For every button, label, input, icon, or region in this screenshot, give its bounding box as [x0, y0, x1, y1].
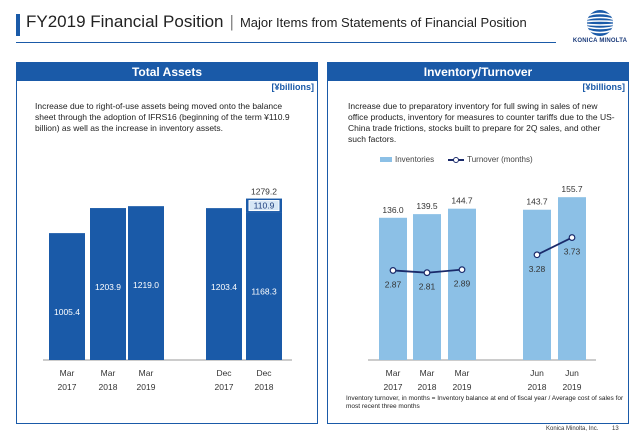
- bar-value-label: 1203.4: [211, 282, 237, 292]
- x-tick-year-label: 2019: [137, 382, 156, 392]
- x-tick-label: Mar: [60, 368, 75, 378]
- legend-turnover: Turnover (months): [467, 155, 533, 164]
- inventory-value-label: 144.7: [451, 196, 473, 206]
- footer-company: Konica Minolta, Inc.: [546, 426, 599, 432]
- x-tick-year-label: 2018: [528, 382, 547, 392]
- turnover-point: [389, 267, 397, 274]
- inventory-bar: [558, 197, 586, 360]
- inventory-title: Inventory/Turnover: [328, 63, 628, 81]
- konica-minolta-logo-icon: [587, 10, 613, 36]
- legend-line-swatch: [448, 156, 465, 163]
- turnover-value-label: 2.87: [385, 279, 402, 289]
- x-tick-year-label: 2017: [384, 382, 403, 392]
- turnover-value-label: 2.89: [454, 279, 471, 289]
- x-tick-year-label: 2019: [453, 382, 472, 392]
- total-assets-bar: [90, 208, 126, 360]
- x-tick-label: Dec: [216, 368, 232, 378]
- page-title: FY2019 Financial Position | Major Items fr…: [26, 12, 527, 32]
- total-assets-title: Total Assets: [17, 63, 317, 81]
- legend-bar-swatch: [380, 157, 392, 163]
- inventory-unit: [¥billions]: [582, 82, 626, 92]
- inventory-bar: [413, 214, 441, 360]
- inventory-bar: [448, 208, 476, 360]
- x-tick-year-label: 2018: [418, 382, 437, 392]
- total-assets-panel: Total Assets [¥billions] Increase due to…: [16, 62, 318, 424]
- logo-text: KONICA MINOLTA: [572, 38, 628, 44]
- inventory-bar: [523, 209, 551, 360]
- x-tick-label: Mar: [101, 368, 116, 378]
- x-tick-label: Mar: [455, 368, 470, 378]
- x-tick-label: Mar: [420, 368, 435, 378]
- inventory-panel: Inventory/Turnover [¥billions] Increase …: [327, 62, 629, 424]
- inventory-bar: [379, 217, 407, 360]
- turnover-value-label: 3.28: [529, 264, 546, 274]
- turnover-point: [568, 234, 576, 241]
- total-assets-description: Increase due to right-of-use assets bein…: [35, 101, 290, 133]
- turnover-point: [423, 269, 431, 277]
- page-subtitle: Major Items from Statements of Financial…: [239, 15, 527, 30]
- x-tick-year-label: 2017: [215, 382, 234, 392]
- x-tick-label: Mar: [386, 368, 401, 378]
- turnover-value-label: 2.81: [419, 282, 436, 292]
- x-tick-label: Jun: [530, 368, 544, 378]
- page-title-text: FY2019 Financial Position: [26, 12, 224, 31]
- header-rule: [16, 42, 556, 43]
- turnover-note: Inventory turnover, in months = Inventor…: [346, 395, 624, 410]
- bar-value-label: 1203.9: [95, 282, 121, 292]
- total-assets-bar: [128, 206, 164, 360]
- x-tick-year-label: 2018: [99, 382, 118, 392]
- title-separator: |: [229, 12, 234, 31]
- bar-value-label: 1219.0: [133, 280, 159, 290]
- title-accent-bar: [16, 14, 20, 36]
- total-assets-chart: 1005.4 Mar 2017 1203.9 Mar 2018 1219.0 Mar 2019 1…: [43, 187, 292, 392]
- turnover-point: [458, 266, 466, 274]
- inventory-chart: 136.0 Mar 2017 139.5 Mar 2018 144.7 Mar 2019 143.…: [368, 184, 596, 392]
- x-tick-label: Jun: [565, 368, 579, 378]
- total-assets-bar: [206, 208, 242, 360]
- inventory-legend: Inventories Turnover (months): [380, 155, 533, 164]
- inventory-value-label: 143.7: [526, 197, 548, 207]
- turnover-value-label: 3.73: [564, 247, 581, 257]
- total-value-label: 1279.2: [251, 187, 277, 197]
- x-tick-label: Dec: [256, 368, 272, 378]
- inventory-value-label: 139.5: [416, 201, 438, 211]
- legend-inventories: Inventories: [395, 155, 435, 164]
- total-assets-unit: [¥billions]: [271, 82, 315, 92]
- x-tick-year-label: 2018: [255, 382, 274, 392]
- page-number: 13: [612, 426, 619, 432]
- x-tick-label: Mar: [139, 368, 154, 378]
- inventory-description: Increase due to preparatory inventory fo…: [348, 101, 615, 144]
- turnover-line: [536, 236, 573, 256]
- ifrs16-addition-label: 110.9: [254, 201, 275, 211]
- x-tick-year-label: 2019: [563, 382, 582, 392]
- total-assets-bar: [246, 212, 282, 360]
- bar-value-label: 1005.4: [54, 307, 80, 317]
- total-assets-bar: [49, 233, 85, 360]
- turnover-point: [533, 251, 541, 259]
- x-tick-year-label: 2017: [58, 382, 77, 392]
- bar-value-label: 1168.3: [251, 287, 277, 297]
- inventory-value-label: 136.0: [382, 205, 404, 215]
- ifrs16-addition-box: [248, 200, 280, 212]
- inventory-value-label: 155.7: [561, 184, 583, 194]
